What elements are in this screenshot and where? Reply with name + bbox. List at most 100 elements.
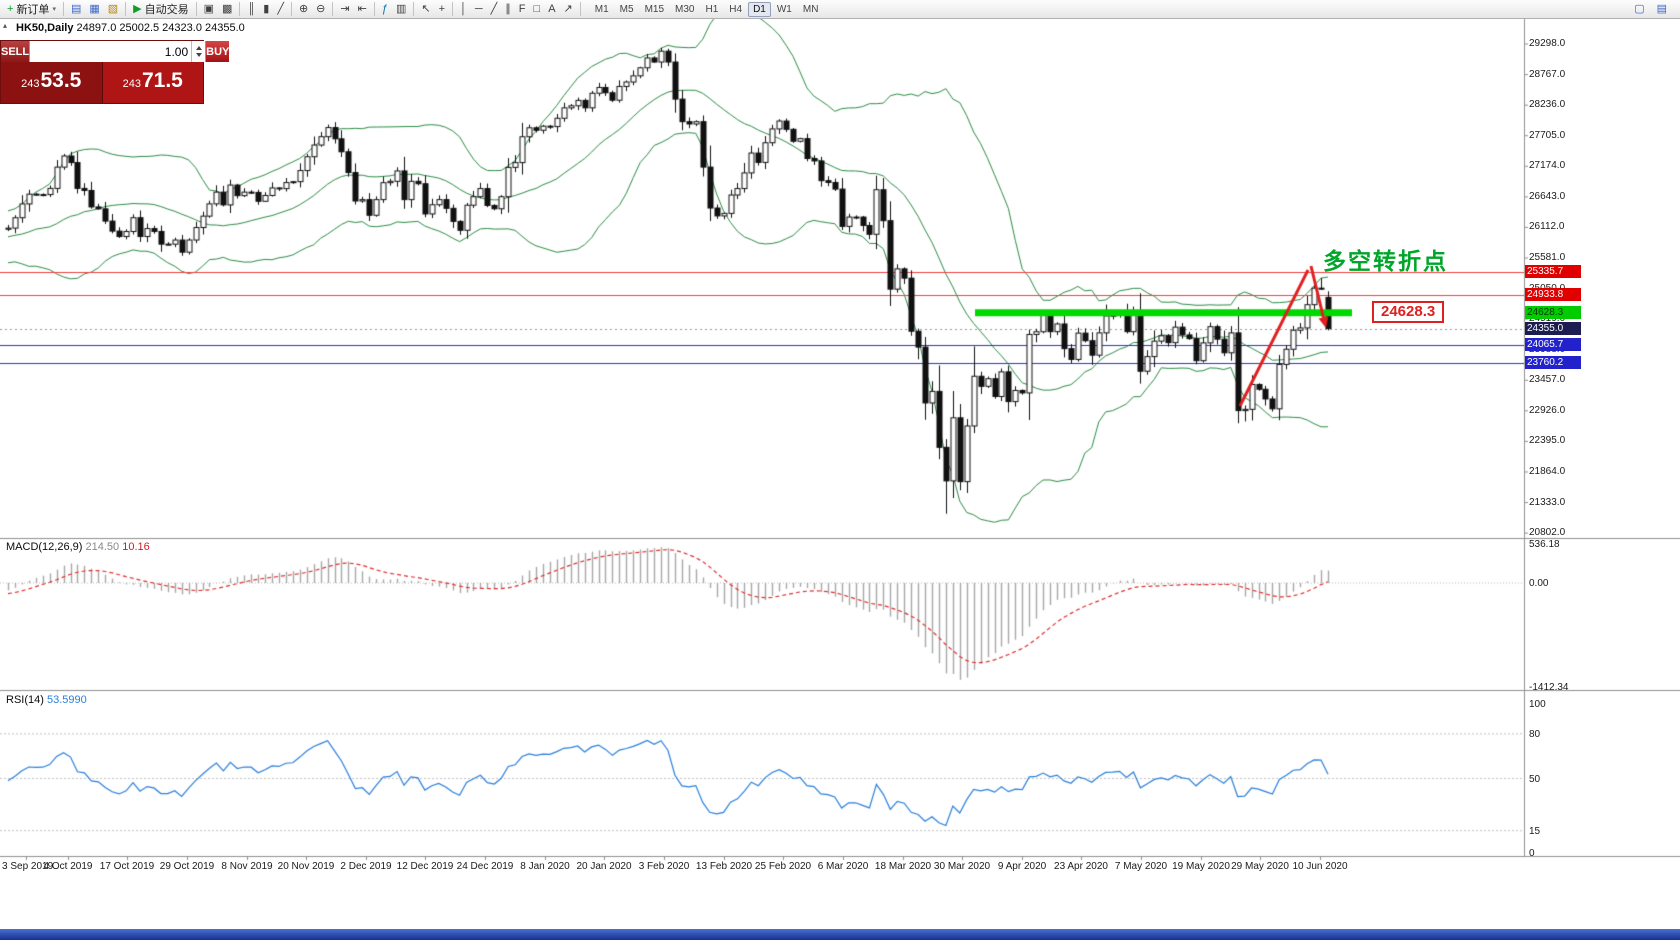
date-axis-label: 29 Oct 2019 <box>159 861 215 872</box>
templates-icon[interactable]: ▥ <box>392 0 410 18</box>
price-axis-label: 29298.0 <box>1529 38 1566 50</box>
timeframe-m1-button[interactable]: M1 <box>594 3 609 15</box>
date-axis-label: 24 Dec 2019 <box>456 861 514 872</box>
date-axis-label: 13 Feb 2020 <box>695 861 753 872</box>
navigator-icon: ▧ <box>107 2 119 15</box>
timeframe-d1-button[interactable]: D1 <box>748 1 771 17</box>
key-level-line-24628-label: 24628.3 <box>1525 305 1581 319</box>
new-order-icon: + <box>7 2 14 15</box>
date-axis-label: 3 Feb 2020 <box>638 861 690 872</box>
fibonacci-icon[interactable]: F <box>515 0 530 18</box>
toolbar-separator <box>62 2 64 16</box>
cursor-icon: ↖ <box>421 2 431 15</box>
turning-point-annotation[interactable]: 多空转折点 <box>1323 248 1448 274</box>
price-axis-label: 25050.0 <box>1529 283 1565 294</box>
toolbar-separator <box>579 2 581 16</box>
timeframe-toolbar: M1 M5 M15 M30 H1 H4 D1 W1 MN <box>590 1 824 17</box>
status-bar <box>0 929 1680 940</box>
indicators-icon[interactable]: ƒ <box>378 0 392 18</box>
horizontal-line-icon: ─ <box>474 2 483 15</box>
line-chart-icon[interactable]: ╱ <box>273 0 288 18</box>
volume-spinner[interactable] <box>191 41 205 62</box>
auto-scroll-icon: ⇥ <box>340 2 350 15</box>
trendline-icon[interactable]: ╱ <box>487 0 502 18</box>
spinner-down-icon[interactable] <box>195 53 202 57</box>
bar-chart-icon[interactable]: ║ <box>243 0 259 18</box>
cascade-windows-icon[interactable]: ▩ <box>218 0 236 18</box>
navigator-icon[interactable]: ▧ <box>104 0 122 18</box>
market-watch-icon[interactable]: ▤ <box>67 0 85 18</box>
price-axis-label: 27705.0 <box>1529 129 1566 141</box>
collapse-subwindow-icon[interactable]: ▴ <box>3 21 8 30</box>
arrows-icon[interactable]: ↗ <box>560 0 577 18</box>
candlestick-chart-icon[interactable]: ▮ <box>259 0 273 18</box>
price-callout-24628[interactable]: 24628.3 <box>1372 301 1445 323</box>
buy-button[interactable]: BUY <box>206 41 230 62</box>
equidistant-channel-icon[interactable]: ∥ <box>501 0 515 18</box>
date-axis-label: 25 Feb 2020 <box>754 861 812 872</box>
bar-chart-icon: ║ <box>247 2 256 15</box>
timeframe-m30-button[interactable]: M30 <box>675 3 695 15</box>
chart-profile-icon: ▢ <box>1634 2 1645 15</box>
support-line-23760-label: 23760.2 <box>1525 355 1581 369</box>
text-icon: A <box>548 2 556 15</box>
indicators-icon: ƒ <box>381 2 388 15</box>
date-axis-label: 9 Apr 2020 <box>997 861 1047 872</box>
new-order-button[interactable]: + 新订单 ▾ <box>3 0 60 18</box>
macd-axis-label: -1412.34 <box>1529 682 1569 693</box>
volume-input[interactable] <box>30 41 192 62</box>
market-watch-icon: ▤ <box>70 2 82 15</box>
zoom-out-icon[interactable]: ⊖ <box>312 0 329 18</box>
shapes-icon[interactable]: □ <box>530 0 545 18</box>
price-axis-label: 21864.0 <box>1529 465 1566 477</box>
toolbar-separator <box>373 2 375 16</box>
timeframe-h1-button[interactable]: H1 <box>705 3 719 15</box>
rsi-label: RSI(14) 53.5990 <box>6 694 87 706</box>
price-axis-label: 23457.0 <box>1529 374 1566 386</box>
chart-profile-icon[interactable]: ▢ <box>1630 0 1648 18</box>
arrows-icon: ↗ <box>563 2 573 15</box>
chart-shift-icon[interactable]: ⇤ <box>354 0 371 18</box>
toolbar-separator <box>125 2 127 16</box>
timeframe-m15-button[interactable]: M15 <box>644 3 665 15</box>
date-axis-label: 19 May 2020 <box>1172 861 1230 872</box>
date-axis-label: 6 Mar 2020 <box>817 861 869 872</box>
zoom-in-icon: ⊕ <box>298 2 309 15</box>
buy-price[interactable]: 243 71.5 <box>102 62 203 103</box>
date-axis-label: 3 Sep 2019 <box>2 861 54 872</box>
sell-price[interactable]: 243 53.5 <box>1 62 103 103</box>
shapes-icon: □ <box>533 2 541 15</box>
crosshair-icon[interactable]: + <box>435 0 449 18</box>
toolbar-separator <box>452 2 453 16</box>
support-line-24065-label: 24065.7 <box>1525 338 1581 352</box>
templates-icon: ▥ <box>395 2 407 15</box>
timeframe-mn-button[interactable]: MN <box>802 3 819 15</box>
spinner-up-icon[interactable] <box>195 46 202 50</box>
toolbar-separator <box>332 2 334 16</box>
timeframe-m5-button[interactable]: M5 <box>619 3 634 15</box>
date-axis-label: 18 Mar 2020 <box>874 861 932 872</box>
trendline-icon: ╱ <box>490 2 498 15</box>
cursor-icon[interactable]: ↖ <box>417 0 434 18</box>
date-axis-label: 2 Dec 2019 <box>340 861 392 872</box>
text-icon[interactable]: A <box>544 0 559 18</box>
macd-axis-label: 0.00 <box>1529 578 1549 589</box>
vertical-line-icon[interactable]: │ <box>456 0 471 18</box>
autotrading-button-label: 自动交易 <box>144 4 189 16</box>
sell-button[interactable]: SELL <box>1 41 30 62</box>
auto-scroll-icon[interactable]: ⇥ <box>336 0 353 18</box>
line-chart-icon: ╱ <box>277 2 284 15</box>
dropdown-caret-icon: ▾ <box>52 6 56 13</box>
timeframe-w1-button[interactable]: W1 <box>776 3 792 15</box>
tile-windows-icon[interactable]: ▣ <box>200 0 218 18</box>
zoom-in-icon[interactable]: ⊕ <box>295 0 312 18</box>
autotrading-button[interactable]: ▶ 自动交易 <box>129 0 192 18</box>
window-list-icon[interactable]: ▤ <box>1653 0 1671 18</box>
data-window-icon[interactable]: ▦ <box>85 0 103 18</box>
volume-field <box>29 41 207 62</box>
timeframe-h4-button[interactable]: H4 <box>729 3 743 15</box>
horizontal-line-icon[interactable]: ─ <box>471 0 487 18</box>
cascade-windows-icon: ▩ <box>222 2 233 15</box>
date-axis-label: 7 May 2020 <box>1114 861 1168 872</box>
